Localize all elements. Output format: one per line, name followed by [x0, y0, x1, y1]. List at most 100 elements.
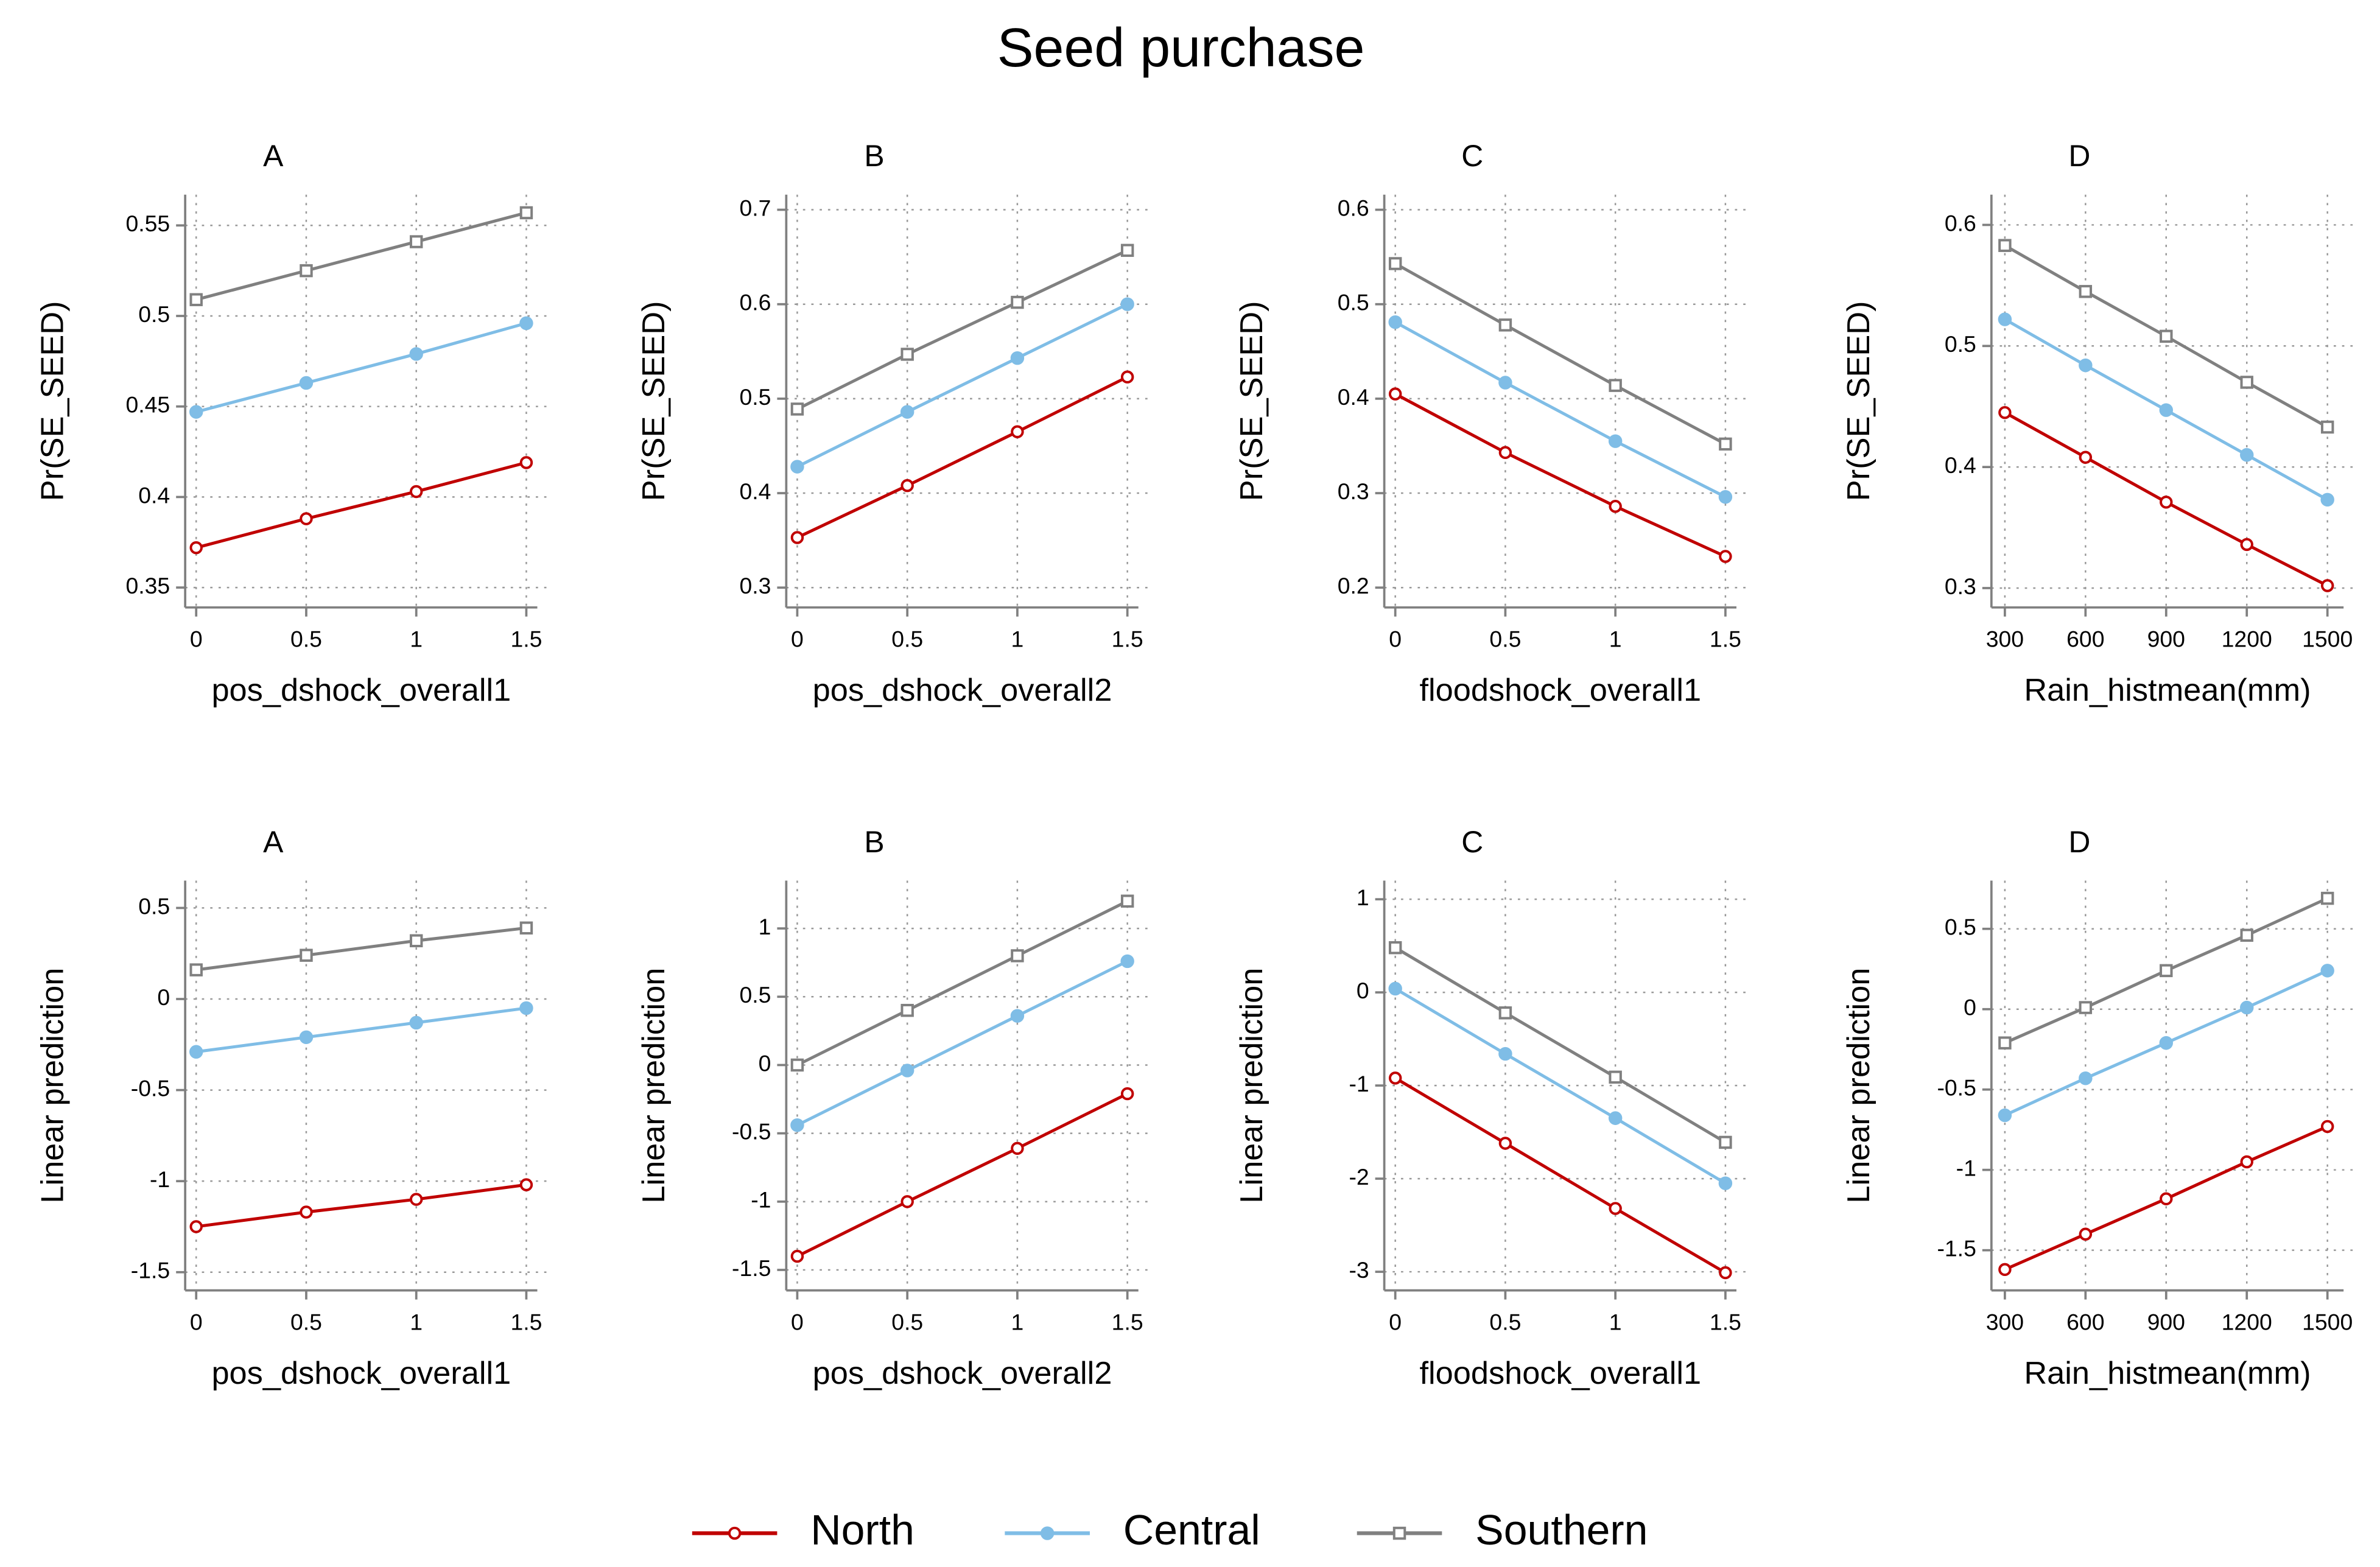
y-tick-label: 0.5 — [1945, 331, 1976, 357]
y-tick-label: 0 — [759, 1050, 771, 1076]
marker — [2320, 964, 2334, 978]
subplot: -1.5 -1 -0.5 0 0.5 0 0.5 1 1.5 Apos_dshock_overal… — [35, 825, 550, 1391]
marker — [1011, 425, 1024, 438]
marker — [790, 1249, 804, 1263]
marker — [790, 1058, 804, 1072]
x-tick-label: 0 — [791, 626, 804, 652]
x-tick-label: 0.5 — [290, 626, 322, 652]
legend-label: North — [810, 1506, 914, 1554]
x-tick-label: 0 — [1389, 1309, 1402, 1334]
series-line — [796, 303, 1128, 468]
marker — [1011, 949, 1024, 962]
marker — [1998, 312, 2012, 326]
y-tick-label: 0.5 — [739, 384, 771, 410]
x-tick-label: 900 — [2147, 626, 2185, 652]
marker — [1388, 1071, 1402, 1085]
marker — [299, 376, 314, 390]
marker — [300, 948, 313, 962]
marker — [1011, 295, 1024, 309]
y-tick-label: 1 — [759, 914, 771, 939]
marker — [1609, 1202, 1622, 1215]
x-tick-label: 0.5 — [1489, 1309, 1521, 1334]
subplot-title: C — [1461, 825, 1483, 859]
marker — [519, 316, 533, 331]
marker — [900, 1003, 914, 1017]
x-axis-label: Rain_histmean(mm) — [2024, 1356, 2311, 1391]
marker — [409, 485, 423, 499]
marker — [900, 405, 914, 419]
marker — [790, 402, 804, 416]
x-axis-label: Rain_histmean(mm) — [2024, 673, 2311, 708]
y-tick-label: 0.5 — [1338, 290, 1369, 315]
marker — [900, 1195, 914, 1208]
x-axis-label: pos_dshock_overall2 — [813, 673, 1112, 708]
marker — [790, 460, 804, 474]
x-tick-label: 0.5 — [1489, 626, 1521, 652]
series-line — [1394, 321, 1727, 499]
y-tick-label: 0.35 — [125, 573, 170, 598]
subplot: 0.3 0.4 0.5 0.6 0.7 0 0.5 1 1.5 Bpos_dshock_overa… — [636, 139, 1151, 708]
y-tick-label: 0.45 — [125, 392, 170, 418]
y-tick-label: 1 — [1357, 885, 1369, 910]
y-tick-label: 0 — [1964, 995, 1976, 1020]
marker — [900, 1064, 914, 1078]
marker — [1388, 387, 1402, 401]
series-line — [195, 461, 527, 550]
marker — [1498, 376, 1512, 390]
marker — [1498, 1137, 1512, 1150]
marker — [2160, 1192, 2173, 1205]
marker — [1120, 954, 1134, 969]
y-tick-label: -1.5 — [131, 1258, 170, 1283]
legend-label: Southern — [1475, 1506, 1648, 1554]
y-tick-label: -1.5 — [1937, 1236, 1976, 1261]
series-line — [195, 1006, 527, 1054]
marker — [1718, 490, 1733, 504]
marker — [2079, 1227, 2093, 1241]
marker — [2320, 420, 2334, 434]
marker — [1998, 1108, 2012, 1123]
marker — [1609, 1070, 1622, 1084]
marker — [2320, 493, 2334, 507]
marker — [790, 1118, 804, 1132]
x-tick-label: 0.5 — [891, 626, 923, 652]
marker — [2240, 1155, 2253, 1169]
y-tick-label: 0 — [1357, 978, 1369, 1003]
marker — [299, 1030, 314, 1045]
x-tick-label: 300 — [1986, 626, 2024, 652]
y-tick-label: 0.5 — [739, 982, 771, 1008]
x-tick-label: 1500 — [2302, 626, 2353, 652]
marker — [189, 293, 203, 306]
y-tick-label: -1 — [1349, 1071, 1369, 1096]
marker — [1719, 437, 1732, 451]
marker — [1609, 379, 1622, 392]
x-tick-label: 600 — [2066, 1309, 2104, 1334]
marker — [519, 206, 533, 220]
subplot-title: A — [263, 139, 284, 173]
x-tick-label: 1 — [410, 626, 423, 652]
subplot: 0.3 0.4 0.5 0.6 300 600 900 1200 1500 D Rain_histm… — [1841, 139, 2356, 708]
subplot: 0.35 0.4 0.45 0.5 0.55 0 0.5 1 1.5 Apos_dshock_ov… — [35, 139, 550, 708]
marker — [1498, 318, 1512, 332]
marker — [2079, 1001, 2093, 1014]
marker — [1998, 239, 2012, 252]
y-axis-label: Linear prediction — [35, 968, 71, 1204]
x-tick-label: 1 — [1011, 626, 1024, 652]
legend-label: Central — [1123, 1506, 1260, 1554]
marker — [2079, 450, 2093, 464]
marker — [1388, 257, 1402, 270]
y-tick-label: 0.4 — [739, 479, 771, 504]
series-line — [796, 1092, 1128, 1258]
y-tick-label: 0.7 — [739, 195, 771, 220]
x-tick-label: 0 — [190, 626, 203, 652]
marker — [300, 264, 313, 278]
marker — [189, 405, 203, 419]
y-tick-label: -1 — [150, 1166, 170, 1192]
marker — [409, 347, 423, 361]
marker — [300, 512, 313, 525]
legend-marker — [1392, 1526, 1406, 1540]
series-line — [1394, 1076, 1727, 1274]
marker — [2160, 329, 2173, 343]
y-tick-label: 0.6 — [1945, 210, 1976, 236]
x-tick-label: 1.5 — [1710, 1309, 1741, 1334]
